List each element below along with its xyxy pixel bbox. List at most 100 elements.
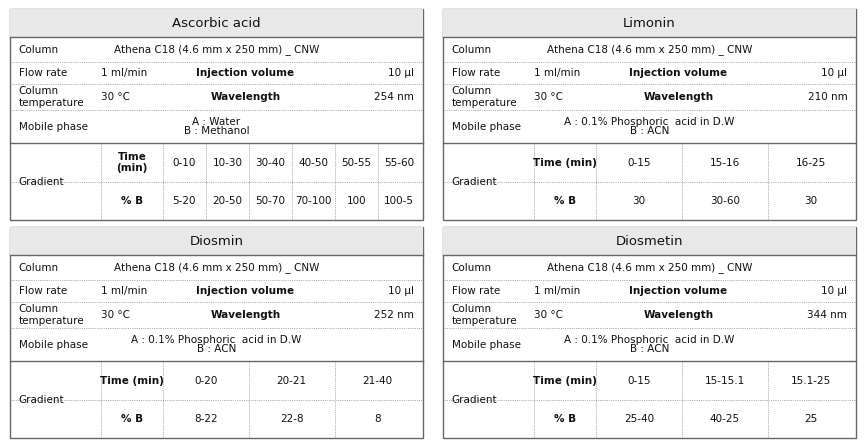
Text: Injection volume: Injection volume xyxy=(630,286,727,296)
Text: 30: 30 xyxy=(632,196,645,206)
Text: Flow rate: Flow rate xyxy=(19,68,67,78)
Text: Column: Column xyxy=(452,263,492,273)
Text: Mobile phase: Mobile phase xyxy=(19,122,87,132)
Text: 1 ml/min: 1 ml/min xyxy=(101,286,147,296)
Text: 10 μl: 10 μl xyxy=(821,68,847,78)
Text: 0-15: 0-15 xyxy=(627,376,650,386)
Text: 30-40: 30-40 xyxy=(255,158,285,168)
Text: A : Water: A : Water xyxy=(192,117,241,127)
Text: 40-50: 40-50 xyxy=(298,158,328,168)
Text: Athena C18 (4.6 mm x 250 mm) _ CNW: Athena C18 (4.6 mm x 250 mm) _ CNW xyxy=(113,44,320,55)
Text: 8-22: 8-22 xyxy=(194,414,217,424)
Text: Mobile phase: Mobile phase xyxy=(452,122,520,132)
Bar xyxy=(10,227,423,255)
Text: 50-70: 50-70 xyxy=(255,196,285,206)
Text: Athena C18 (4.6 mm x 250 mm) _ CNW: Athena C18 (4.6 mm x 250 mm) _ CNW xyxy=(113,262,320,273)
Text: 1 ml/min: 1 ml/min xyxy=(534,286,580,296)
Text: 22-8: 22-8 xyxy=(280,414,304,424)
Text: Limonin: Limonin xyxy=(624,16,675,30)
Text: A : 0.1% Phosphoric  acid in D.W: A : 0.1% Phosphoric acid in D.W xyxy=(565,117,734,127)
Text: Time
(min): Time (min) xyxy=(116,152,148,174)
Text: Column: Column xyxy=(19,263,59,273)
Text: Mobile phase: Mobile phase xyxy=(19,340,87,350)
Text: A : 0.1% Phosphoric  acid in D.W: A : 0.1% Phosphoric acid in D.W xyxy=(132,335,301,345)
Text: B : Methanol: B : Methanol xyxy=(184,126,249,136)
Text: Flow rate: Flow rate xyxy=(452,68,500,78)
Text: Time (min): Time (min) xyxy=(100,376,164,386)
Bar xyxy=(443,9,856,37)
Text: 100: 100 xyxy=(346,196,366,206)
Text: Time (min): Time (min) xyxy=(533,158,597,168)
Text: 30 °C: 30 °C xyxy=(101,92,130,102)
Text: Flow rate: Flow rate xyxy=(452,286,500,296)
Text: Column
temperature: Column temperature xyxy=(19,86,84,108)
Text: Diosmetin: Diosmetin xyxy=(616,235,683,248)
Text: Gradient: Gradient xyxy=(19,395,64,405)
Bar xyxy=(443,227,856,255)
Text: Column
temperature: Column temperature xyxy=(452,86,517,108)
Text: 25-40: 25-40 xyxy=(624,414,654,424)
Text: A : 0.1% Phosphoric  acid in D.W: A : 0.1% Phosphoric acid in D.W xyxy=(565,335,734,345)
Text: 55-60: 55-60 xyxy=(384,158,414,168)
Text: 30 °C: 30 °C xyxy=(534,92,563,102)
Text: Wavelength: Wavelength xyxy=(643,92,714,102)
Text: 10 μl: 10 μl xyxy=(388,68,414,78)
Text: 30 °C: 30 °C xyxy=(101,310,130,320)
Bar xyxy=(10,9,423,37)
Text: Diosmin: Diosmin xyxy=(190,235,243,248)
Text: 254 nm: 254 nm xyxy=(374,92,414,102)
Text: B : ACN: B : ACN xyxy=(197,344,236,354)
Text: Column
temperature: Column temperature xyxy=(452,304,517,326)
Text: 0-15: 0-15 xyxy=(627,158,650,168)
Text: Ascorbic acid: Ascorbic acid xyxy=(172,16,261,30)
Text: Wavelength: Wavelength xyxy=(210,310,281,320)
Text: 8: 8 xyxy=(374,414,381,424)
Text: 100-5: 100-5 xyxy=(385,196,414,206)
Text: 20-21: 20-21 xyxy=(276,376,307,386)
Text: Athena C18 (4.6 mm x 250 mm) _ CNW: Athena C18 (4.6 mm x 250 mm) _ CNW xyxy=(546,262,753,273)
Text: % B: % B xyxy=(121,414,143,424)
Text: 20-50: 20-50 xyxy=(212,196,242,206)
Text: 21-40: 21-40 xyxy=(363,376,392,386)
Text: Gradient: Gradient xyxy=(19,177,64,187)
Text: 25: 25 xyxy=(804,414,818,424)
Text: Wavelength: Wavelength xyxy=(643,310,714,320)
Text: Injection volume: Injection volume xyxy=(630,68,727,78)
Text: Athena C18 (4.6 mm x 250 mm) _ CNW: Athena C18 (4.6 mm x 250 mm) _ CNW xyxy=(546,44,753,55)
Text: 30: 30 xyxy=(804,196,818,206)
Text: 50-55: 50-55 xyxy=(341,158,372,168)
Text: Gradient: Gradient xyxy=(452,395,497,405)
Text: Mobile phase: Mobile phase xyxy=(452,340,520,350)
Text: Time (min): Time (min) xyxy=(533,376,597,386)
Text: Injection volume: Injection volume xyxy=(197,286,294,296)
Text: Column
temperature: Column temperature xyxy=(19,304,84,326)
Text: Gradient: Gradient xyxy=(452,177,497,187)
Text: 15.1-25: 15.1-25 xyxy=(791,376,830,386)
Text: Wavelength: Wavelength xyxy=(210,92,281,102)
Text: 15-16: 15-16 xyxy=(709,158,740,168)
Text: 10 μl: 10 μl xyxy=(388,286,414,296)
Text: % B: % B xyxy=(554,414,576,424)
Text: 210 nm: 210 nm xyxy=(808,92,847,102)
Text: 5-20: 5-20 xyxy=(172,196,196,206)
Text: 30-60: 30-60 xyxy=(710,196,740,206)
Text: Column: Column xyxy=(452,44,492,55)
Text: % B: % B xyxy=(121,196,143,206)
Text: % B: % B xyxy=(554,196,576,206)
Text: 40-25: 40-25 xyxy=(709,414,740,424)
Text: Flow rate: Flow rate xyxy=(19,286,67,296)
Text: 16-25: 16-25 xyxy=(796,158,826,168)
Text: 0-20: 0-20 xyxy=(194,376,217,386)
Text: B : ACN: B : ACN xyxy=(630,344,669,354)
Text: 1 ml/min: 1 ml/min xyxy=(101,68,147,78)
Text: 10-30: 10-30 xyxy=(212,158,242,168)
Text: 252 nm: 252 nm xyxy=(374,310,414,320)
Text: 1 ml/min: 1 ml/min xyxy=(534,68,580,78)
Text: B : ACN: B : ACN xyxy=(630,126,669,136)
Text: Column: Column xyxy=(19,44,59,55)
Text: 70-100: 70-100 xyxy=(295,196,332,206)
Text: 30 °C: 30 °C xyxy=(534,310,563,320)
Text: 344 nm: 344 nm xyxy=(807,310,847,320)
Text: Injection volume: Injection volume xyxy=(197,68,294,78)
Text: 0-10: 0-10 xyxy=(172,158,196,168)
